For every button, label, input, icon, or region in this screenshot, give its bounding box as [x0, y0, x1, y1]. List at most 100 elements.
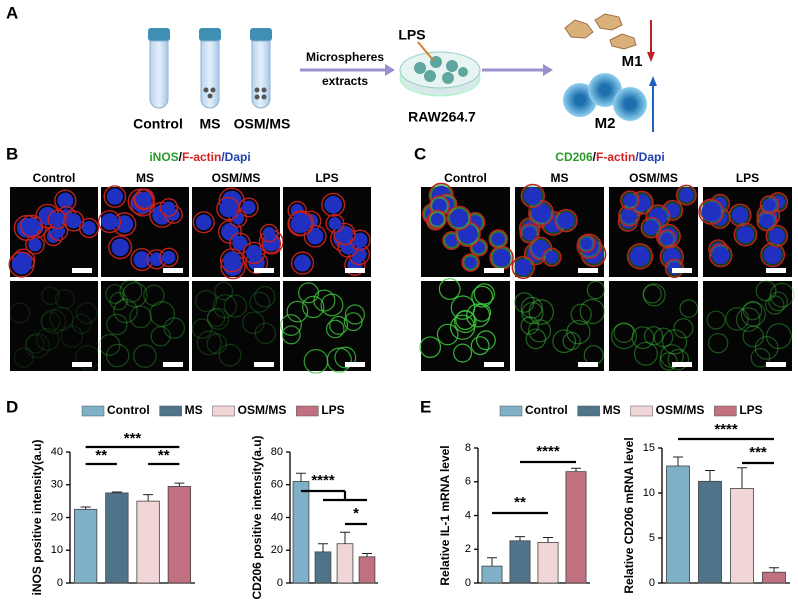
cell — [562, 331, 581, 351]
scale-bar — [254, 362, 274, 367]
scale-bar — [345, 362, 365, 367]
micrograph — [609, 281, 698, 371]
y-tick-label: 20 — [51, 511, 63, 523]
y-axis-title: Relative IL-1 mRNA level — [438, 445, 452, 585]
cell — [281, 325, 301, 345]
cell — [659, 344, 684, 369]
y-tick-label: 10 — [51, 544, 63, 556]
cell — [25, 334, 45, 354]
cell — [122, 282, 148, 308]
cell — [298, 282, 320, 304]
error-bar — [318, 543, 328, 552]
cell — [525, 328, 547, 350]
bar — [314, 551, 332, 584]
nucleus — [531, 203, 551, 223]
legend-swatch — [81, 405, 105, 417]
cell — [438, 278, 461, 300]
cell — [159, 247, 179, 268]
cell — [119, 279, 143, 303]
cell — [286, 300, 309, 323]
cell — [679, 299, 699, 318]
bar — [509, 540, 531, 584]
cell — [24, 333, 50, 359]
cell — [223, 294, 248, 318]
cell — [673, 318, 694, 339]
nucleus — [492, 248, 511, 267]
cell — [163, 317, 186, 339]
nucleus — [149, 252, 164, 267]
nucleus — [643, 220, 659, 236]
column-label: Control — [33, 171, 76, 185]
column-label: LPS — [315, 171, 338, 185]
bar — [73, 508, 98, 584]
panel-label: A — [6, 3, 18, 22]
nucleus — [449, 208, 469, 228]
arrow-text: Microspheres — [306, 50, 384, 64]
scale-bar — [484, 268, 504, 273]
y-tick-label: 0 — [57, 577, 63, 589]
cell — [453, 343, 473, 363]
y-tick-label: 5 — [649, 532, 655, 544]
cell — [129, 305, 152, 329]
cell — [707, 332, 729, 354]
cell — [333, 222, 356, 246]
cell — [98, 334, 121, 356]
scale-bar — [163, 268, 183, 273]
m2-cells — [563, 73, 647, 121]
cell — [631, 326, 655, 350]
scale-bar — [578, 268, 598, 273]
y-tick-label: 2 — [465, 543, 471, 555]
column-label: MS — [551, 171, 569, 185]
error-bar — [143, 494, 154, 502]
error-bar — [111, 491, 122, 493]
panel-label: E — [420, 397, 431, 416]
cell — [472, 303, 492, 322]
sig-label: ** — [95, 447, 107, 464]
nucleus — [731, 206, 749, 224]
nucleus — [136, 192, 152, 208]
cell — [642, 284, 662, 304]
nucleus — [432, 198, 447, 214]
nucleus — [115, 215, 134, 233]
sig-label: **** — [536, 443, 560, 460]
cell — [633, 341, 658, 366]
nucleus — [219, 199, 237, 218]
cell — [329, 315, 349, 335]
nucleus — [57, 192, 74, 209]
nucleus — [162, 250, 176, 264]
legend-swatch — [296, 405, 319, 417]
scale-bar — [766, 268, 786, 273]
cell — [49, 306, 74, 331]
micrograph — [515, 281, 604, 371]
nucleus — [430, 212, 444, 226]
cell — [55, 289, 75, 310]
nucleus — [133, 251, 151, 268]
nucleus — [514, 258, 532, 276]
micrograph — [101, 281, 189, 371]
nucleus — [231, 212, 245, 225]
cell — [349, 229, 371, 251]
error-bar — [673, 456, 683, 466]
scale-bar — [254, 268, 274, 273]
cell — [290, 251, 315, 275]
cell — [769, 282, 795, 308]
cell — [196, 330, 222, 356]
arrow-head — [385, 64, 395, 76]
y-tick-label: 0 — [277, 577, 283, 589]
arrow-head — [543, 64, 553, 76]
nucleus — [50, 212, 65, 227]
cell — [105, 284, 125, 304]
error-bar — [737, 467, 747, 489]
stain: iNOS — [149, 150, 178, 164]
nucleus — [232, 235, 248, 251]
bar — [136, 500, 160, 584]
cell — [750, 347, 771, 368]
scale-bar — [578, 362, 598, 367]
bar — [730, 488, 754, 584]
cell — [214, 281, 234, 301]
cell — [453, 310, 477, 334]
column-label: OSM/MS — [212, 171, 261, 185]
bar — [167, 485, 192, 584]
cell — [78, 217, 100, 239]
tube-label: Control — [133, 116, 183, 132]
